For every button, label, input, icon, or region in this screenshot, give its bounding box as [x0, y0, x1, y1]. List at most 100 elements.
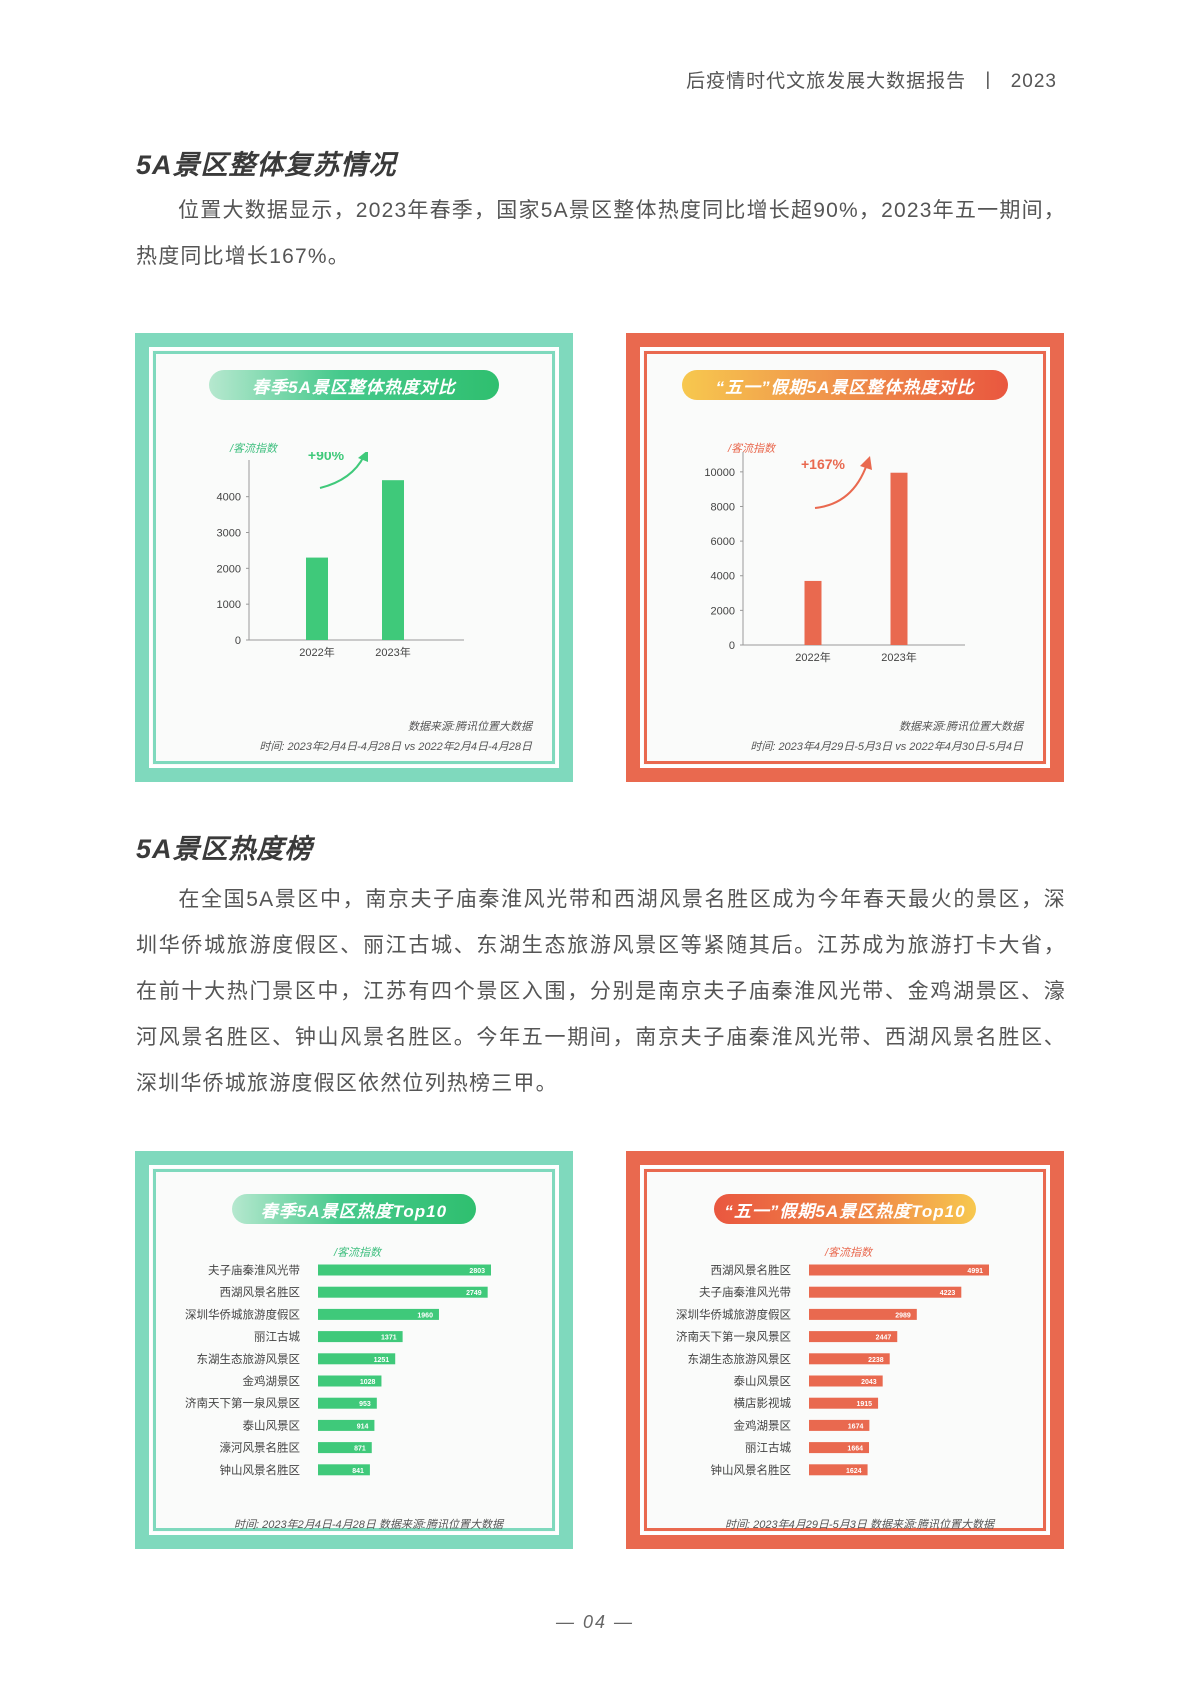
data-source-label: 数据来源:腾讯位置大数据	[898, 721, 1023, 733]
x-unit-label: /客流指数	[825, 1247, 873, 1259]
top10-footer: 时间: 2023年2月4日-4月28日 数据来源:腾讯位置大数据	[234, 1519, 503, 1531]
bar-value-label: 1371	[381, 1335, 397, 1342]
category-label: 丽江古城	[745, 1441, 791, 1455]
bar-丽江古城	[809, 1442, 870, 1454]
bar-value-label: 1624	[846, 1468, 862, 1475]
y-tick-label: 2000	[217, 563, 241, 575]
chart-card-mayday: “五一”假期5A景区整体热度对比 /客流指数 0 2000 4000 6000 8000…	[626, 333, 1064, 782]
bar-2022年	[306, 557, 328, 640]
bar-金鸡湖景区	[809, 1419, 870, 1431]
category-label: 丽江古城	[254, 1330, 300, 1344]
x-tick-label: 2022年	[795, 650, 830, 664]
time-range-label: 时间: 2023年4月29日-5月3日 vs 2022年4月30日-5月4日	[750, 741, 1023, 753]
y-tick-label: 8000	[711, 501, 735, 513]
category-label: 金鸡湖景区	[734, 1418, 792, 1432]
bar-丽江古城	[318, 1331, 403, 1343]
category-label: 深圳华侨城旅游度假区	[676, 1307, 791, 1321]
y-tick-label: 2000	[711, 605, 735, 617]
category-label: 泰山风景区	[243, 1418, 301, 1432]
top10-card-mayday: “五一”假期5A景区热度Top10 /客流指数 西湖风景名胜区 4991 夫子庙秦淮…	[626, 1151, 1064, 1549]
bar-2023年	[382, 480, 404, 640]
category-label: 濠河风景名胜区	[220, 1441, 301, 1455]
category-label: 钟山风景名胜区	[220, 1463, 301, 1477]
growth-arrow	[814, 463, 868, 509]
growth-arrow	[319, 455, 365, 489]
y-tick-label: 0	[729, 640, 735, 652]
top10-title-pill: 春季5A景区热度Top10	[232, 1194, 476, 1224]
bar-泰山风景区	[809, 1375, 883, 1387]
bar-value-label: 1674	[848, 1423, 864, 1430]
bar-value-label: 2803	[469, 1268, 485, 1275]
chart-panel: “五一”假期5A景区整体热度对比 /客流指数 0 2000 4000 6000 8000…	[640, 347, 1050, 768]
category-label: 夫子庙秦淮风光带	[699, 1285, 791, 1299]
category-label: 深圳华侨城旅游度假区	[185, 1307, 300, 1321]
page-number: — 04 —	[555, 1612, 635, 1632]
bar-2022年	[804, 580, 822, 645]
paragraph-text: 在全国5A景区中，南京夫子庙秦淮风光带和西湖风景名胜区成为今年春天最火的景区，深…	[136, 888, 1066, 1095]
top10-panel: “五一”假期5A景区热度Top10 /客流指数 西湖风景名胜区 4991 夫子庙秦淮…	[640, 1165, 1050, 1535]
bar-东湖生态旅游风景区	[318, 1353, 396, 1365]
bar-value-label: 871	[354, 1446, 366, 1453]
y-unit-label: /客流指数	[230, 443, 278, 455]
bar-value-label: 1028	[360, 1379, 376, 1386]
y-tick-label: 1000	[217, 599, 241, 611]
chart-title-pill: 春季5A景区整体热度对比	[209, 370, 499, 400]
top10-footer: 时间: 2023年4月29日-5月3日 数据来源:腾讯位置大数据	[725, 1519, 994, 1531]
hbar-chart-mayday: 西湖风景名胜区 4991 夫子庙秦淮风光带 4223 深圳华侨城旅游度假区 2989 济南天…	[676, 1263, 989, 1477]
bar-济南天下第一泉风景区	[318, 1397, 377, 1409]
bar-chart-spring: 0 1000 2000 3000 4000 2022年 2023年 +90%	[217, 452, 464, 659]
paragraph-text: 位置大数据显示，2023年春季，国家5A景区整体热度同比增长超90%，2023年…	[136, 199, 1066, 268]
bar-value-label: 1251	[374, 1357, 390, 1364]
bar-chart-mayday: 0 2000 4000 6000 8000 10000 2022年 2023年 +167%	[704, 452, 965, 664]
category-label: 横店影视城	[734, 1396, 792, 1410]
category-label: 钟山风景名胜区	[711, 1463, 792, 1477]
y-tick-label: 4000	[217, 492, 241, 504]
bar-value-label: 2749	[466, 1290, 482, 1297]
category-label: 西湖风景名胜区	[711, 1263, 792, 1277]
bar-value-label: 1960	[417, 1312, 433, 1319]
bar-value-label: 953	[359, 1401, 371, 1408]
growth-arrow-head	[358, 452, 368, 462]
bar-value-label: 1915	[856, 1401, 872, 1408]
category-label: 东湖生态旅游风景区	[197, 1352, 301, 1366]
bar-西湖风景名胜区	[809, 1264, 989, 1276]
x-tick-label: 2022年	[299, 645, 334, 659]
bar-深圳华侨城旅游度假区	[809, 1308, 917, 1320]
category-label: 夫子庙秦淮风光带	[208, 1263, 300, 1277]
category-label: 济南天下第一泉风景区	[676, 1330, 791, 1344]
bar-value-label: 2238	[868, 1357, 884, 1364]
bar-value-label: 2043	[861, 1379, 877, 1386]
top10-card-spring: 春季5A景区热度Top10 /客流指数 夫子庙秦淮风光带 2803 西湖风景名胜区 2…	[135, 1151, 573, 1549]
bar-钟山风景名胜区	[809, 1464, 868, 1476]
bar-value-label: 914	[357, 1423, 369, 1430]
bar-value-label: 2447	[876, 1335, 892, 1342]
bar-value-label: 841	[352, 1468, 364, 1475]
growth-label: +167%	[801, 456, 846, 472]
y-tick-label: 6000	[711, 536, 735, 548]
x-tick-label: 2023年	[375, 645, 410, 659]
section-paragraph-recovery: 位置大数据显示，2023年春季，国家5A景区整体热度同比增长超90%，2023年…	[136, 188, 1066, 280]
y-unit-label: /客流指数	[728, 443, 776, 455]
category-label: 济南天下第一泉风景区	[185, 1396, 300, 1410]
category-label: 泰山风景区	[734, 1374, 792, 1388]
chart-card-spring: 春季5A景区整体热度对比 /客流指数 0 1000 2000 3000 4000 2022…	[135, 333, 573, 782]
y-tick-label: 3000	[217, 528, 241, 540]
report-header: 后疫情时代文旅发展大数据报告 丨 2023	[686, 66, 1057, 93]
category-label: 东湖生态旅游风景区	[688, 1352, 792, 1366]
section-title-ranking: 5A景区热度榜	[136, 834, 313, 864]
bar-value-label: 4223	[940, 1290, 956, 1297]
bar-东湖生态旅游风景区	[809, 1353, 890, 1365]
growth-label: +90%	[308, 452, 345, 463]
y-tick-label: 4000	[711, 571, 735, 583]
report-title: 后疫情时代文旅发展大数据报告	[686, 71, 967, 92]
bar-2023年	[890, 472, 908, 645]
category-label: 西湖风景名胜区	[220, 1285, 301, 1299]
bar-value-label: 4991	[967, 1268, 983, 1275]
y-tick-label: 10000	[704, 467, 735, 479]
bar-泰山风景区	[318, 1419, 375, 1431]
bar-濠河风景名胜区	[318, 1442, 372, 1454]
category-label: 金鸡湖景区	[243, 1374, 301, 1388]
data-source-label: 数据来源:腾讯位置大数据	[407, 721, 532, 733]
section-title-recovery: 5A景区整体复苏情况	[136, 150, 397, 180]
section-paragraph-ranking: 在全国5A景区中，南京夫子庙秦淮风光带和西湖风景名胜区成为今年春天最火的景区，深…	[136, 877, 1066, 1107]
